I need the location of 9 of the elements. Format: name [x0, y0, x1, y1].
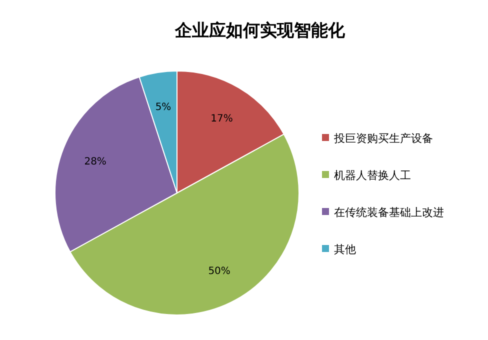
data-label: 28%: [84, 156, 106, 168]
data-label: 5%: [155, 102, 172, 114]
legend-label: 其他: [334, 243, 356, 256]
legend-label: 投巨资购买生产设备: [333, 132, 433, 145]
data-label: 50%: [208, 266, 230, 277]
data-label: 17%: [210, 113, 233, 124]
legend-label: 在传统装备基础上改进: [334, 206, 444, 219]
chart-title: 企业应如何实现智能化: [174, 21, 346, 41]
legend-label: 机器人替换人工: [334, 169, 411, 182]
